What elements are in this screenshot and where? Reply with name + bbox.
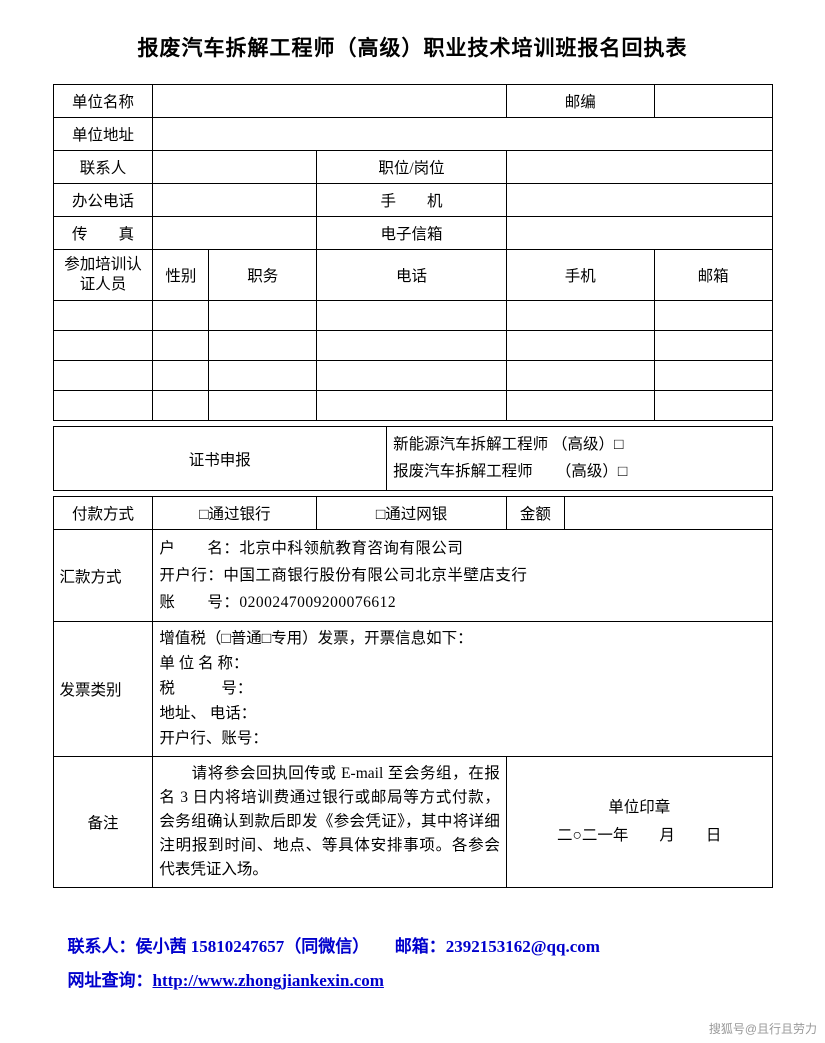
row-fax: 传 真 电子信箱: [53, 217, 772, 250]
invoice-line-1[interactable]: 增值税（□普通□专用）发票，开票信息如下：: [159, 627, 765, 652]
label-contact-person: 联系人: [53, 151, 153, 184]
row-invoice: 发票类别 增值税（□普通□专用）发票，开票信息如下： 单 位 名 称： 税 号：…: [53, 622, 772, 757]
invoice-content: 增值税（□普通□专用）发票，开票信息如下： 单 位 名 称： 税 号： 地址、 …: [153, 622, 772, 757]
cert-option-1[interactable]: 新能源汽车拆解工程师 （高级）□: [393, 432, 765, 458]
label-cert-apply: 证书申报: [53, 427, 387, 491]
row-remit: 汇款方式 户 名：北京中科领航教育咨询有限公司 开户行：中国工商银行股份有限公司…: [53, 529, 772, 621]
label-pay-method: 付款方式: [53, 496, 153, 529]
label-remarks: 备注: [53, 757, 153, 888]
label-zip: 邮编: [506, 85, 654, 118]
field-org-addr[interactable]: [153, 118, 772, 151]
label-mobile2: 手机: [506, 250, 654, 301]
field-org-name[interactable]: [153, 85, 506, 118]
trainee-row-2: [53, 331, 772, 361]
cert-option-2[interactable]: 报废汽车拆解工程师 （高级）□: [393, 459, 765, 485]
row-pay-method: 付款方式 □通过银行 □通过网银 金额: [53, 496, 772, 529]
label-phone: 电话: [317, 250, 507, 301]
pay-option-netbank[interactable]: □通过网银: [317, 496, 507, 529]
invoice-line-5[interactable]: 开户行、账号：: [159, 727, 765, 752]
remit-bank: 开户行：中国工商银行股份有限公司北京半壁店支行: [159, 562, 765, 589]
watermark: 搜狐号@且行且劳力: [709, 1020, 817, 1037]
trainee-row-1: [53, 301, 772, 331]
row-cert-apply: 证书申报 新能源汽车拆解工程师 （高级）□ 报废汽车拆解工程师 （高级）□: [53, 427, 772, 491]
footer-url-label: 网址查询：: [68, 971, 153, 990]
field-position[interactable]: [506, 151, 772, 184]
row-org-name: 单位名称 邮编: [53, 85, 772, 118]
pay-option-bank[interactable]: □通过银行: [153, 496, 317, 529]
stamp-date: 二○二一年 月 日: [513, 822, 766, 850]
cert-apply-options[interactable]: 新能源汽车拆解工程师 （高级）□ 报废汽车拆解工程师 （高级）□: [387, 427, 772, 491]
row-office-phone: 办公电话 手 机: [53, 184, 772, 217]
remit-account-name: 户 名：北京中科领航教育咨询有限公司: [159, 535, 765, 562]
label-trainee-header: 参加培训认证人员: [53, 250, 153, 301]
label-org-name: 单位名称: [53, 85, 153, 118]
invoice-line-4[interactable]: 地址、 电话：: [159, 702, 765, 727]
field-office-phone[interactable]: [153, 184, 317, 217]
invoice-line-3[interactable]: 税 号：: [159, 677, 765, 702]
label-invoice-type: 发票类别: [53, 622, 153, 757]
invoice-line-2[interactable]: 单 位 名 称：: [159, 652, 765, 677]
row-remarks: 备注 请将参会回执回传或 E-mail 至会务组，在报名 3 日内将培训费通过银…: [53, 757, 772, 888]
field-amount[interactable]: [564, 496, 772, 529]
trainee-row-4: [53, 391, 772, 421]
label-remit-method: 汇款方式: [53, 529, 153, 621]
label-org-addr: 单位地址: [53, 118, 153, 151]
footer-contact-block: 联系人：侯小茜 15810247657（同微信） 邮箱：2392153162@q…: [68, 930, 758, 998]
footer-url-line: 网址查询：http://www.zhongjiankexin.com: [68, 964, 758, 998]
label-mobile: 手 机: [317, 184, 507, 217]
remit-account-no: 账 号：0200247009200076612: [159, 589, 765, 616]
label-email: 电子信箱: [317, 217, 507, 250]
label-amount: 金额: [506, 496, 564, 529]
row-contact: 联系人 职位/岗位: [53, 151, 772, 184]
remark-text: 请将参会回执回传或 E-mail 至会务组，在报名 3 日内将培训费通过银行或邮…: [153, 757, 506, 888]
label-email2: 邮箱: [654, 250, 772, 301]
remit-content: 户 名：北京中科领航教育咨询有限公司 开户行：中国工商银行股份有限公司北京半壁店…: [153, 529, 772, 621]
field-fax[interactable]: [153, 217, 317, 250]
field-contact-person[interactable]: [153, 151, 317, 184]
row-trainee-header: 参加培训认证人员 性别 职务 电话 手机 邮箱: [53, 250, 772, 301]
row-org-addr: 单位地址: [53, 118, 772, 151]
stamp-label: 单位印章: [513, 794, 766, 822]
footer-url-link[interactable]: http://www.zhongjiankexin.com: [153, 971, 384, 990]
field-mobile[interactable]: [506, 184, 772, 217]
label-office-phone: 办公电话: [53, 184, 153, 217]
page-title: 报废汽车拆解工程师（高级）职业技术培训班报名回执表: [0, 0, 825, 84]
label-gender: 性别: [153, 250, 209, 301]
field-email[interactable]: [506, 217, 772, 250]
footer-contact-line: 联系人：侯小茜 15810247657（同微信） 邮箱：2392153162@q…: [68, 930, 758, 964]
label-fax: 传 真: [53, 217, 153, 250]
label-duty: 职务: [209, 250, 317, 301]
registration-form-table: 单位名称 邮编 单位地址 联系人 职位/岗位 办公电话 手 机 传 真 电子信箱…: [53, 84, 773, 888]
trainee-row-3: [53, 361, 772, 391]
stamp-cell: 单位印章 二○二一年 月 日: [506, 757, 772, 888]
label-position: 职位/岗位: [317, 151, 507, 184]
field-zip[interactable]: [654, 85, 772, 118]
